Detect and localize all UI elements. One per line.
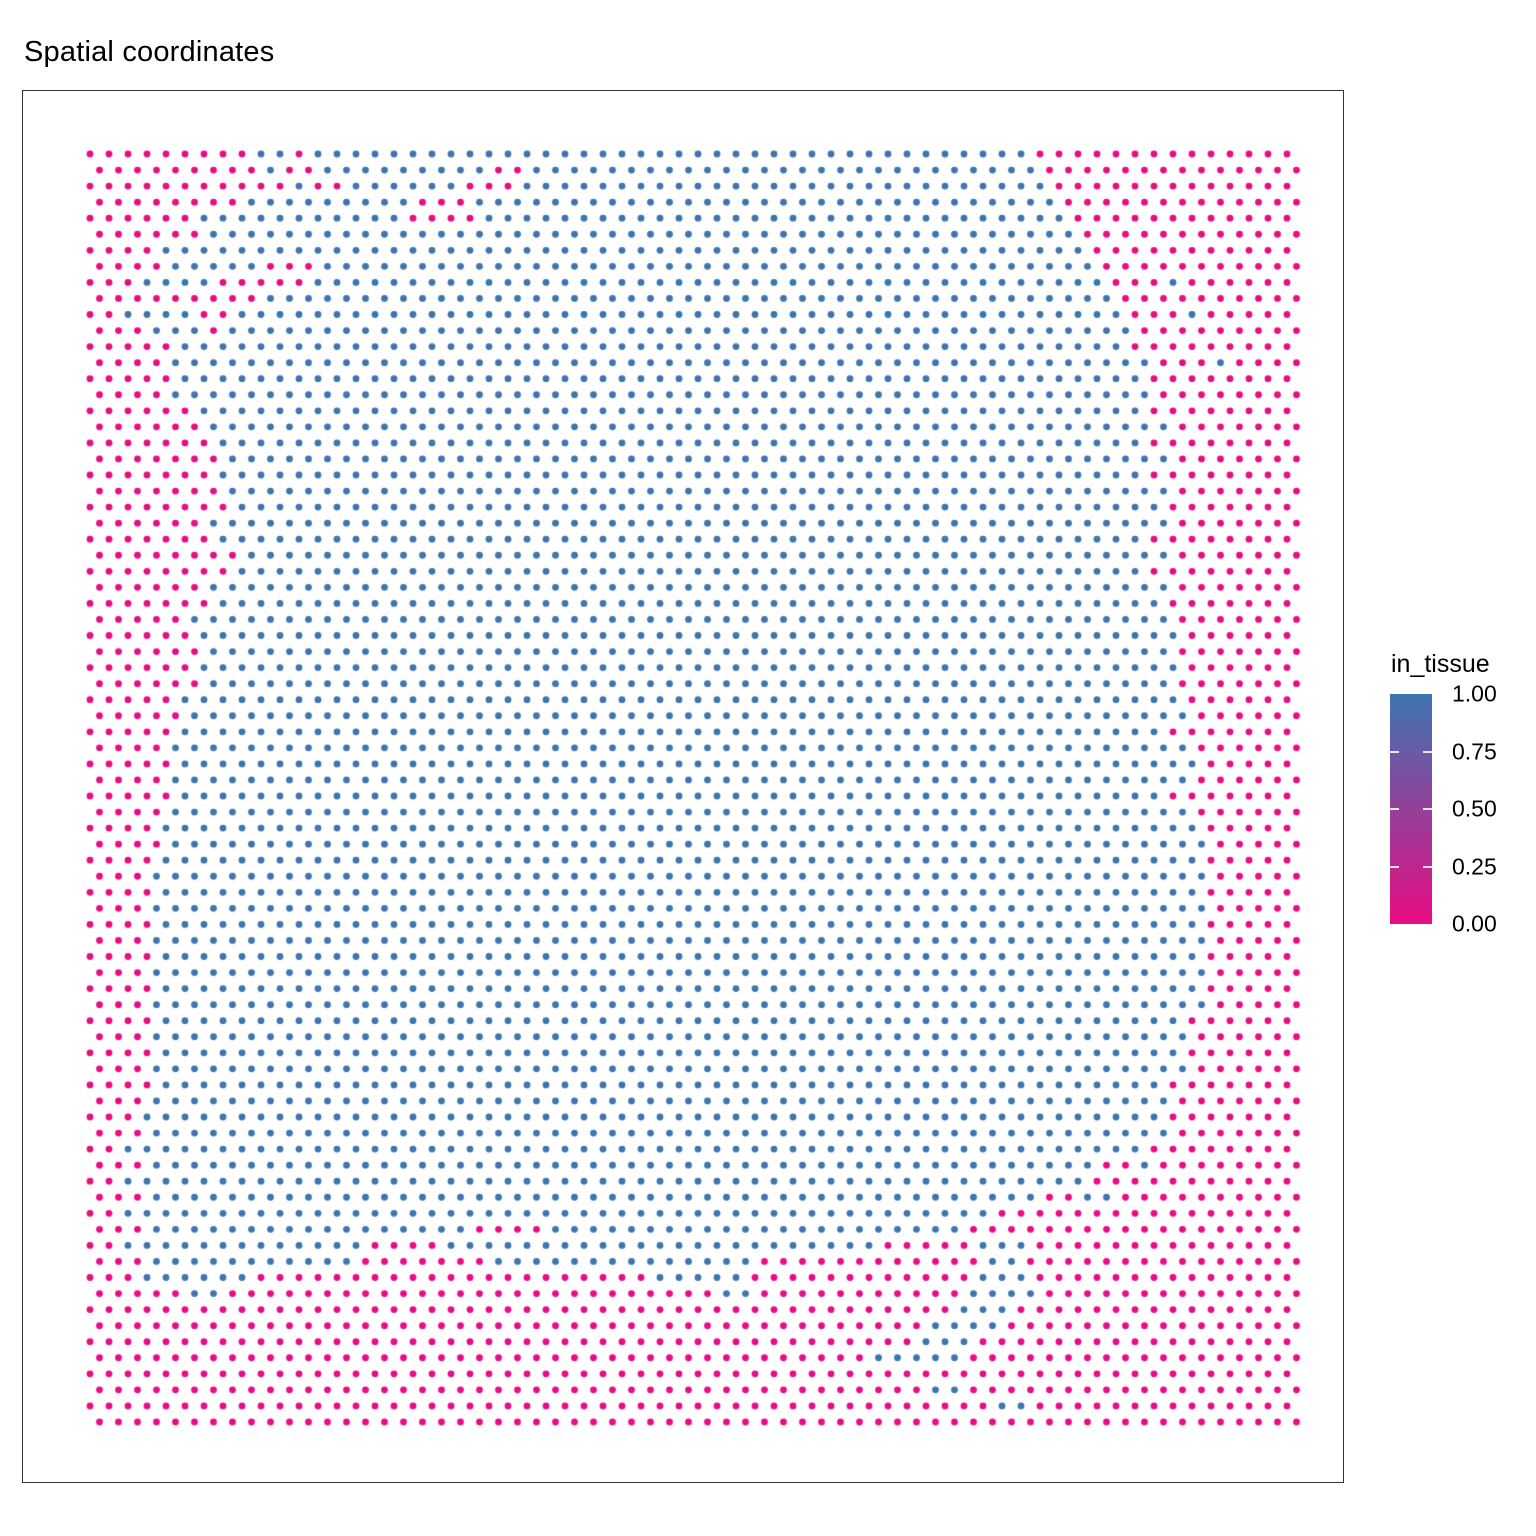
legend-tick-label: 0.00: [1452, 910, 1497, 937]
legend-tick-label: 0.50: [1452, 795, 1497, 822]
colorbar-tick: [1390, 808, 1399, 810]
legend-tick-label: 0.25: [1452, 853, 1497, 879]
legend-tick-label: 1.00: [1452, 680, 1497, 707]
legend-colorbar: [1390, 694, 1432, 924]
colorbar-tick: [1423, 750, 1432, 753]
colorbar-tick: [1390, 865, 1399, 868]
legend-title: in_tissue: [1391, 650, 1490, 678]
spot-scatter-canvas: [23, 91, 1342, 1481]
page-title: Spatial coordinates: [24, 36, 275, 68]
plot-panel: [22, 90, 1344, 1483]
legend-tick-label: 0.75: [1452, 738, 1497, 764]
colorbar-tick: [1423, 808, 1432, 810]
colorbar-tick: [1423, 865, 1432, 868]
colorbar-tick: [1390, 750, 1399, 753]
